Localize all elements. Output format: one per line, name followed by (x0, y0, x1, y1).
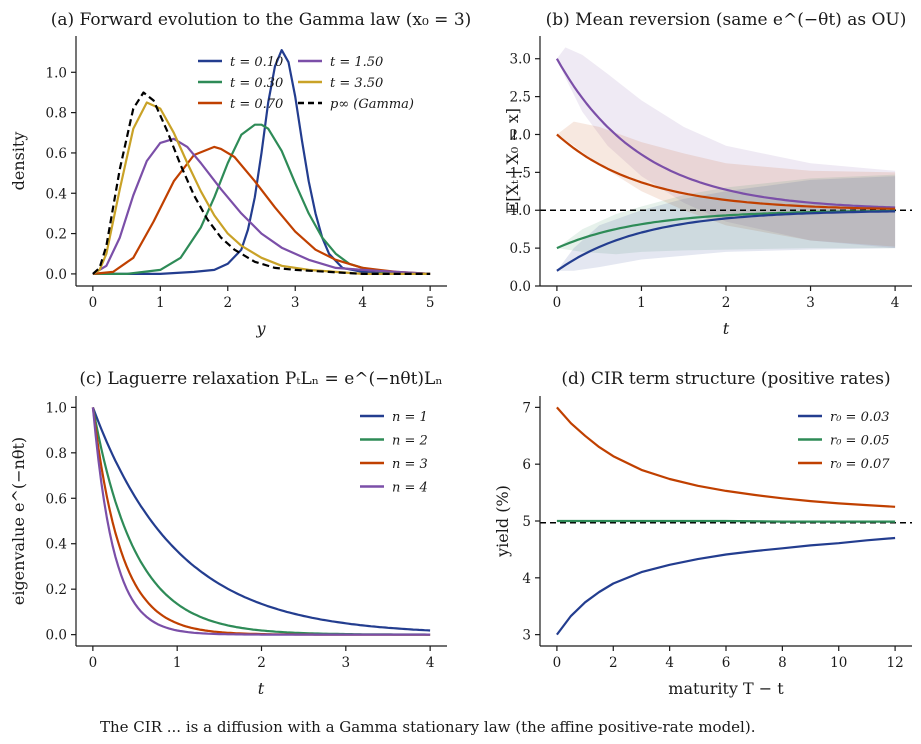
panel-d-xtick-label: 0 (553, 655, 562, 671)
panel-d: (d) CIR term structure (positive rates) … (493, 369, 912, 698)
panel-c-eigenvalue-curve (91, 407, 431, 636)
panel-b-mean-curve (555, 58, 896, 209)
panel-b-mean-curve (556, 133, 896, 210)
panel-c-ylabel: eigenvalue e^(−nθt) (9, 437, 28, 605)
panel-c-eigenvalue-curve (91, 407, 431, 636)
legend-label: t = 1.50 (330, 55, 383, 70)
panel-d-yield-curve (556, 536, 896, 636)
panel-b-ytick-label: 3.0 (510, 52, 531, 68)
panel-d-ylabel: yield (%) (493, 485, 512, 558)
panel-a-ytick-label: 0.2 (46, 227, 67, 243)
panel-a-series-line (92, 145, 431, 275)
panel-c-eigenvalue-curve (91, 407, 431, 632)
panel-a-ytick-label: 0.4 (46, 186, 67, 202)
panel-d-xlabel: maturity T − t (668, 679, 784, 698)
panel-a-xtick-label: 4 (358, 295, 367, 311)
panel-a-ylabel: density (9, 132, 28, 191)
panel-d-xtick-label: 4 (665, 655, 674, 671)
panel-b-ytick-label: 2.5 (510, 90, 531, 106)
panel-c-xlabel: t (258, 679, 265, 698)
panel-c-xtick-label: 2 (257, 655, 266, 671)
panel-a-xtick-label: 0 (89, 295, 98, 311)
panel-c-xtick-label: 1 (173, 655, 182, 671)
panel-b-confidence-band (556, 176, 896, 271)
panel-c-ytick-label: 0.0 (46, 628, 67, 644)
panel-b-ytick-label: 1.0 (510, 203, 531, 219)
panel-d-xtick-label: 6 (722, 655, 731, 671)
panel-b-confidence-band (556, 121, 896, 247)
legend-label: n = 4 (392, 481, 428, 496)
panel-b: (b) Mean reversion (same e^(−θt) as OU) … (503, 10, 912, 338)
panel-b-xlabel: t (723, 319, 730, 338)
panel-a-ytick-label: 0.8 (46, 106, 67, 122)
panel-b-xtick-label: 1 (637, 295, 646, 311)
legend-label: p∞ (Gamma) (330, 97, 414, 112)
panel-b-mean-curve (556, 210, 896, 272)
panel-a-title: (a) Forward evolution to the Gamma law (… (51, 10, 472, 30)
panel-d-xtick-label: 2 (609, 655, 618, 671)
panel-a-xlabel: y (255, 319, 266, 338)
panel-a-ytick-label: 1.0 (46, 65, 67, 81)
panel-c-ytick-label: 0.6 (46, 491, 67, 507)
panel-a: (a) Forward evolution to the Gamma law (… (9, 10, 471, 338)
panel-d-ytick-label: 5 (522, 514, 531, 530)
panel-b-ytick-label: 2.0 (510, 127, 531, 143)
panel-b-xtick-label: 2 (722, 295, 731, 311)
panel-d-title: (d) CIR term structure (positive rates) (561, 369, 890, 389)
panel-a-ytick-label: 0.0 (46, 267, 67, 283)
panel-d-yield-curve (556, 406, 896, 508)
legend-label: n = 1 (392, 410, 428, 425)
panel-b-ytick-label: 0.0 (510, 279, 531, 295)
panel-a-xtick-label: 1 (156, 295, 165, 311)
panel-b-ylabel: 𝔼[Xₜ | X₀ = x] (503, 108, 522, 214)
panel-d-yield-curve (556, 519, 896, 523)
panel-c-title: (c) Laguerre relaxation PₜLₙ = e^(−nθt)L… (79, 369, 442, 389)
panel-d-ytick-label: 7 (522, 400, 531, 416)
panel-d-xtick-label: 12 (886, 655, 903, 671)
panel-c-ytick-label: 0.4 (46, 537, 67, 553)
panel-d-legend: r₀ = 0.03 r₀ = 0.05 r₀ = 0.07 (798, 410, 890, 472)
panel-b-xtick-label: 0 (553, 295, 562, 311)
panel-a-xtick-label: 3 (291, 295, 300, 311)
legend-label: t = 0.10 (230, 55, 283, 70)
panel-b-xtick-label: 4 (891, 295, 900, 311)
panel-a-xtick-label: 2 (223, 295, 232, 311)
panel-c-ytick-label: 0.2 (46, 582, 67, 598)
panel-d-xtick-label: 10 (830, 655, 847, 671)
panel-b-ytick-label: 0.5 (510, 241, 531, 257)
panel-c: (c) Laguerre relaxation PₜLₙ = e^(−nθt)L… (9, 369, 447, 698)
panel-c-xtick-label: 4 (426, 655, 435, 671)
panel-c-ytick-label: 1.0 (46, 400, 67, 416)
panel-a-series-line (92, 91, 431, 275)
panel-a-ytick-label: 0.6 (46, 146, 67, 162)
panel-c-xtick-label: 0 (89, 655, 98, 671)
legend-label: t = 3.50 (330, 76, 383, 91)
legend-label: n = 3 (392, 457, 428, 472)
legend-label: t = 0.70 (230, 97, 283, 112)
figure-caption: The CIR ... is a diffusion with a Gamma … (100, 718, 756, 736)
legend-label: r₀ = 0.07 (830, 457, 890, 472)
panel-b-ytick-label: 1.5 (510, 165, 531, 181)
panel-b-confidence-band (556, 47, 896, 249)
panel-a-legend: t = 0.10 t = 0.30 t = 0.70 t = 1.50 t = 3.50… (198, 55, 414, 112)
panel-c-eigenvalue-curve (91, 407, 431, 636)
panel-d-xtick-label: 8 (778, 655, 787, 671)
panel-d-ytick-label: 3 (522, 628, 531, 644)
panel-d-ytick-label: 6 (522, 457, 531, 473)
panel-c-legend: n = 1 n = 2 n = 3 n = 4 (360, 410, 428, 496)
panel-b-xtick-label: 3 (806, 295, 815, 311)
panel-a-series-line (92, 137, 431, 275)
panel-d-ytick-label: 4 (522, 571, 531, 587)
panel-c-xtick-label: 3 (342, 655, 351, 671)
panel-b-title: (b) Mean reversion (same e^(−θt) as OU) (546, 10, 907, 30)
legend-label: t = 0.30 (230, 76, 283, 91)
legend-label: r₀ = 0.05 (830, 434, 890, 449)
panel-c-ytick-label: 0.8 (46, 446, 67, 462)
legend-label: r₀ = 0.03 (830, 410, 890, 425)
panel-a-xtick-label: 5 (426, 295, 435, 311)
legend-label: n = 2 (392, 434, 428, 449)
